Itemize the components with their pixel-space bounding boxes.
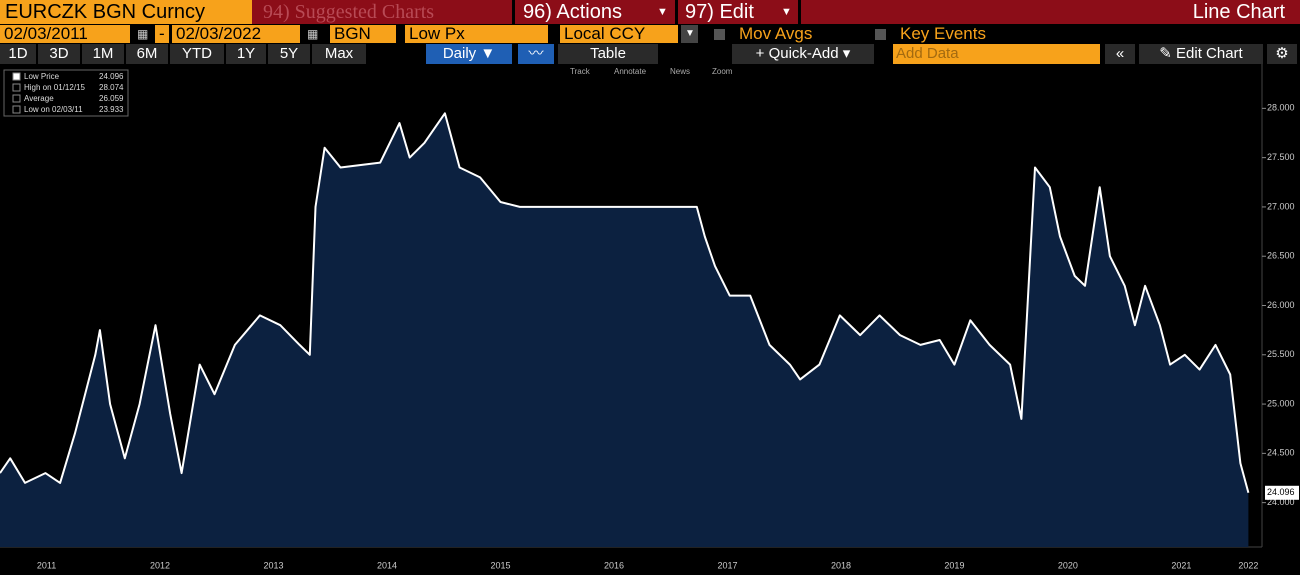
legend-swatch: [12, 72, 21, 81]
quick-add-label: Quick-Add: [768, 45, 839, 62]
end-date[interactable]: 02/03/2022: [172, 25, 300, 43]
tool-button[interactable]: Annotate: [614, 67, 647, 76]
source[interactable]: BGN: [330, 25, 396, 43]
x-tick-label: 2015: [490, 560, 510, 570]
legend-box: [3, 69, 129, 117]
y-tick-label: 25.000: [1267, 398, 1295, 408]
dropdown[interactable]: ▼: [681, 25, 698, 43]
table-button[interactable]: Table: [558, 44, 658, 64]
quick-add[interactable]: + Quick-Add ▾: [732, 44, 874, 64]
period-button[interactable]: 1Y: [226, 44, 266, 64]
y-tick-label: 26.500: [1267, 251, 1295, 261]
legend-label: Low on 02/03/11: [24, 105, 83, 114]
period-button[interactable]: 6M: [126, 44, 168, 64]
period-button[interactable]: 1D: [0, 44, 36, 64]
sep: [798, 0, 801, 24]
tool-button[interactable]: Track: [570, 67, 591, 76]
x-tick-label: 2011: [37, 560, 56, 570]
x-tick-label: 2019: [944, 560, 964, 570]
legend-value: 26.059: [99, 94, 124, 103]
start-date[interactable]: 02/03/2011: [0, 25, 130, 43]
currency[interactable]: Local CCY: [560, 25, 678, 43]
chart: Track Annotate News Zoom 24.000 24.500 25.000…: [0, 64, 1300, 575]
price-line: [0, 112, 1250, 494]
period-button[interactable]: Max: [312, 44, 366, 64]
edit-chart-label: Edit Chart: [1176, 45, 1243, 62]
ticker[interactable]: EURCZK BGN Curncy: [0, 0, 252, 24]
y-tick-label: 26.000: [1267, 300, 1295, 310]
chart-type-icon[interactable]: 〰: [518, 44, 554, 64]
field[interactable]: Low Px: [405, 25, 548, 43]
legend-value: 28.074: [99, 83, 124, 92]
legend: Low Price 24.096 High on 01/12/15 28.074 Ave…: [3, 69, 129, 117]
legend-swatch: [12, 83, 21, 92]
x-tick-label: 2013: [263, 560, 283, 570]
area-fill: [0, 113, 1249, 548]
plot: 24.000 24.500 25.000 25.500 26.000 26.500 27.0…: [0, 103, 1299, 570]
x-tick-label: 2021: [1171, 560, 1191, 570]
sep: [512, 0, 515, 24]
y-tick-label: 24.500: [1267, 448, 1295, 458]
legend-swatch: [12, 105, 21, 114]
view-name: Line Chart: [1192, 1, 1285, 23]
edit-menu[interactable]: 97) Edit: [685, 1, 754, 23]
y-tick-label: 24.000: [1267, 497, 1295, 507]
frequency-label: Daily: [442, 45, 477, 62]
legend-value: 24.096: [99, 72, 124, 81]
calendar-icon[interactable]: ▦: [137, 27, 149, 41]
add-data[interactable]: Add Data: [893, 44, 1100, 64]
mov-avgs[interactable]: Mov Avgs: [739, 25, 813, 43]
x-tick-label: 2014: [377, 560, 397, 570]
y-tick-label: 27.500: [1267, 152, 1295, 162]
actions-menu[interactable]: 96) Actions: [523, 1, 622, 23]
x-tick-label: 2012: [150, 560, 170, 570]
x-tick-label: 2022: [1238, 560, 1258, 570]
sep: [675, 0, 678, 24]
y-tick-label: 25.500: [1267, 349, 1295, 359]
x-tick-label: 2017: [717, 560, 737, 570]
dash: -: [155, 25, 169, 43]
legend-label: Average: [24, 94, 54, 103]
legend-label: High on 01/12/15: [24, 83, 85, 92]
x-tick-label: 2020: [1058, 560, 1078, 570]
checkbox[interactable]: [714, 29, 725, 40]
legend-swatch: [12, 94, 21, 103]
checkbox[interactable]: [875, 29, 886, 40]
collapse[interactable]: «: [1105, 44, 1135, 64]
caret: ▼: [657, 6, 668, 18]
key-events[interactable]: Key Events: [900, 25, 986, 43]
tool-button[interactable]: News: [670, 67, 690, 76]
legend-label: Low Price: [24, 72, 60, 81]
last-price-label: 24.096: [1267, 487, 1295, 497]
last-price-tag: [1265, 485, 1299, 500]
caret: ▼: [781, 6, 792, 18]
frequency[interactable]: Daily ▼: [426, 44, 512, 64]
y-tick-label: 27.000: [1267, 201, 1295, 211]
period-button[interactable]: 1M: [82, 44, 124, 64]
suggested-charts[interactable]: 94) Suggested Charts: [263, 1, 435, 23]
chart-tools: Track Annotate News Zoom: [570, 67, 733, 76]
settings[interactable]: ⚙: [1267, 44, 1297, 64]
period-button[interactable]: 5Y: [268, 44, 310, 64]
x-tick-label: 2018: [831, 560, 851, 570]
calendar-icon[interactable]: ▦: [307, 27, 319, 41]
x-tick-label: 2016: [604, 560, 624, 570]
y-tick-label: 28.000: [1267, 103, 1295, 113]
period-button[interactable]: YTD: [170, 44, 224, 64]
tool-button[interactable]: Zoom: [712, 67, 733, 76]
legend-value: 23.933: [99, 105, 124, 114]
period-button[interactable]: 3D: [38, 44, 80, 64]
edit-chart[interactable]: ✎ Edit Chart: [1139, 44, 1263, 64]
